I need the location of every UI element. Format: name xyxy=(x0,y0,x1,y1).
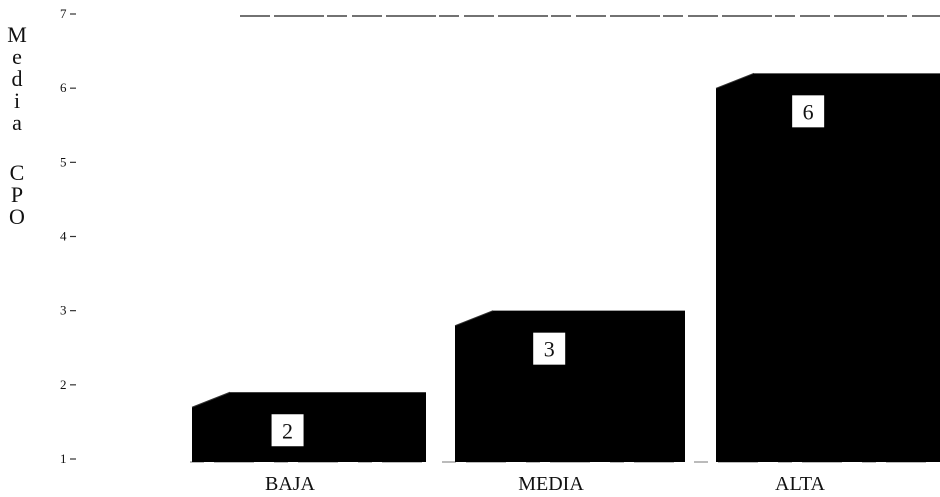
data-label: 2 xyxy=(282,418,293,443)
y-axis-label-char: C xyxy=(10,160,25,185)
bar-top-edge xyxy=(715,72,755,89)
bar-body xyxy=(455,310,685,462)
y-tick-label: 6 xyxy=(60,80,67,95)
data-label-box xyxy=(271,414,304,447)
y-tick-label: 4 xyxy=(60,229,67,244)
y-axis-label-char: a xyxy=(12,110,22,135)
data-label-box xyxy=(792,95,825,128)
y-tick-label: 7 xyxy=(60,6,67,21)
bar-alta: 6 xyxy=(715,72,940,462)
y-axis-label-char: e xyxy=(12,44,22,69)
bar-top-edge xyxy=(454,310,494,327)
bar-media: 3 xyxy=(454,310,685,462)
y-axis-label-char: P xyxy=(11,182,23,207)
bar-baja: 2 xyxy=(191,391,426,462)
y-tick-label: 5 xyxy=(60,154,67,169)
bars: 2 3 6 xyxy=(191,72,940,462)
y-axis-label-char: d xyxy=(12,66,23,91)
data-label-box xyxy=(533,332,566,365)
x-category-label: ALTA xyxy=(775,473,825,495)
y-axis-ticks: 1 2 3 4 5 6 7 xyxy=(60,6,76,466)
bar-body xyxy=(192,392,426,462)
data-label: 6 xyxy=(803,99,814,124)
y-tick-label: 3 xyxy=(60,303,67,318)
x-category-label: BAJA xyxy=(265,473,316,495)
y-axis-label-char: i xyxy=(14,88,20,113)
y-axis-label-char: O xyxy=(9,204,25,229)
data-label: 3 xyxy=(544,337,555,362)
bar-top-edge xyxy=(191,391,231,408)
bar-body xyxy=(716,73,940,462)
y-axis-label-char: M xyxy=(7,22,27,47)
x-category-label: MEDIA xyxy=(518,473,584,495)
y-tick-label: 2 xyxy=(60,377,67,392)
y-tick-label: 1 xyxy=(60,451,67,466)
x-axis-categories: BAJA MEDIA ALTA xyxy=(265,473,826,495)
